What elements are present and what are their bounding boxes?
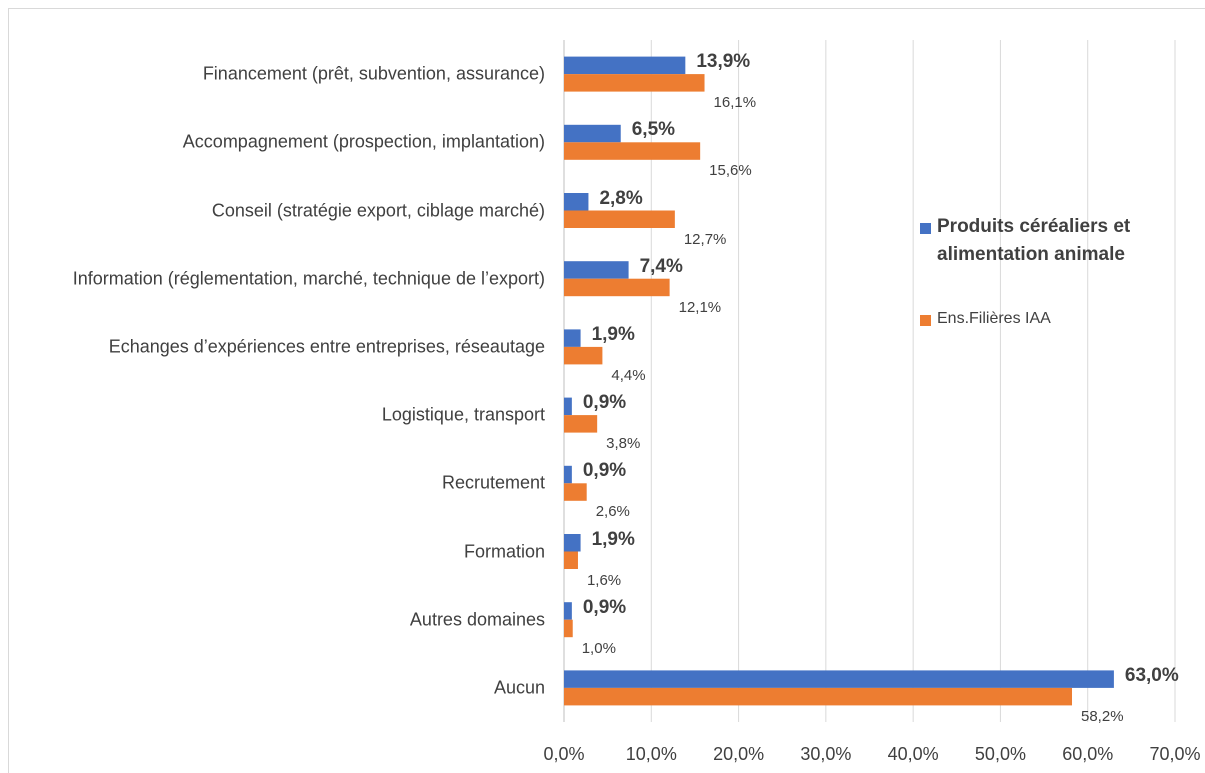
y-tick-label: Financement (prêt, subvention, assurance… [202,63,545,84]
bar [564,551,578,569]
data-label: 0,9% [582,392,627,414]
x-tick-label: 30,0% [800,744,852,764]
bar [564,74,705,92]
bar [564,415,598,433]
data-label: 16,1% [713,94,757,112]
bar [564,687,1073,706]
data-label: 4,4% [611,366,646,384]
legend-swatch [920,315,931,326]
data-label: 1,9% [591,323,635,345]
bar [564,619,573,638]
bar [564,534,581,552]
x-tick-label: 20,0% [713,744,765,764]
x-tick-label: 10,0% [625,744,677,764]
bar [564,602,572,620]
chart-border [8,8,1205,773]
data-label: 1,9% [591,528,635,550]
data-label: 6,5% [631,119,676,141]
data-label: 1,0% [581,639,616,657]
y-tick-label: Information (réglementation, marché, tec… [72,268,545,289]
bar [564,124,621,143]
bar [564,465,572,484]
bar [564,210,675,228]
bar [564,329,581,347]
bar [564,397,572,416]
data-label: 7,4% [639,255,683,277]
data-label: 0,9% [582,596,627,618]
bar [564,193,589,211]
bar [564,56,686,75]
y-tick-label: Autres domaines [409,609,545,630]
data-label: 12,1% [678,298,722,316]
bar [564,670,1114,688]
x-tick-label: 60,0% [1062,744,1114,764]
data-label: 15,6% [709,162,752,180]
y-tick-label: Recrutement [441,472,545,493]
bar [564,278,670,297]
data-label: 2,6% [595,503,630,521]
x-tick-label: 40,0% [887,744,939,764]
data-label: 3,8% [606,435,641,453]
bar [564,346,603,365]
data-label: 0,9% [582,460,627,482]
legend-label: Produits céréaliers et alimentation anim… [937,216,1131,265]
bar [564,142,701,160]
x-tick-label: 0,0% [543,744,585,764]
y-tick-label: Conseil (stratégie export, ciblage march… [211,200,545,220]
data-label: 13,9% [696,51,751,73]
legend-label: Ens.Filières IAA [937,310,1051,327]
data-label: 63,0% [1124,664,1179,686]
x-tick-label: 50,0% [974,744,1026,764]
y-tick-label: Formation [463,541,545,561]
legend-swatch [920,223,931,234]
data-label: 58,2% [1081,707,1124,725]
bar [564,261,629,279]
data-label: 12,7% [683,230,727,248]
y-tick-label: Echanges d’expériences entre entreprises… [108,336,545,357]
y-tick-label: Aucun [493,677,545,698]
y-tick-label: Accompagnement (prospection, implantatio… [182,131,545,152]
data-label: 2,8% [599,187,643,209]
bar [564,483,587,501]
data-label: 1,6% [586,571,622,589]
x-tick-label: 70,0% [1149,744,1201,764]
y-tick-label: Logistique, transport [381,404,545,425]
